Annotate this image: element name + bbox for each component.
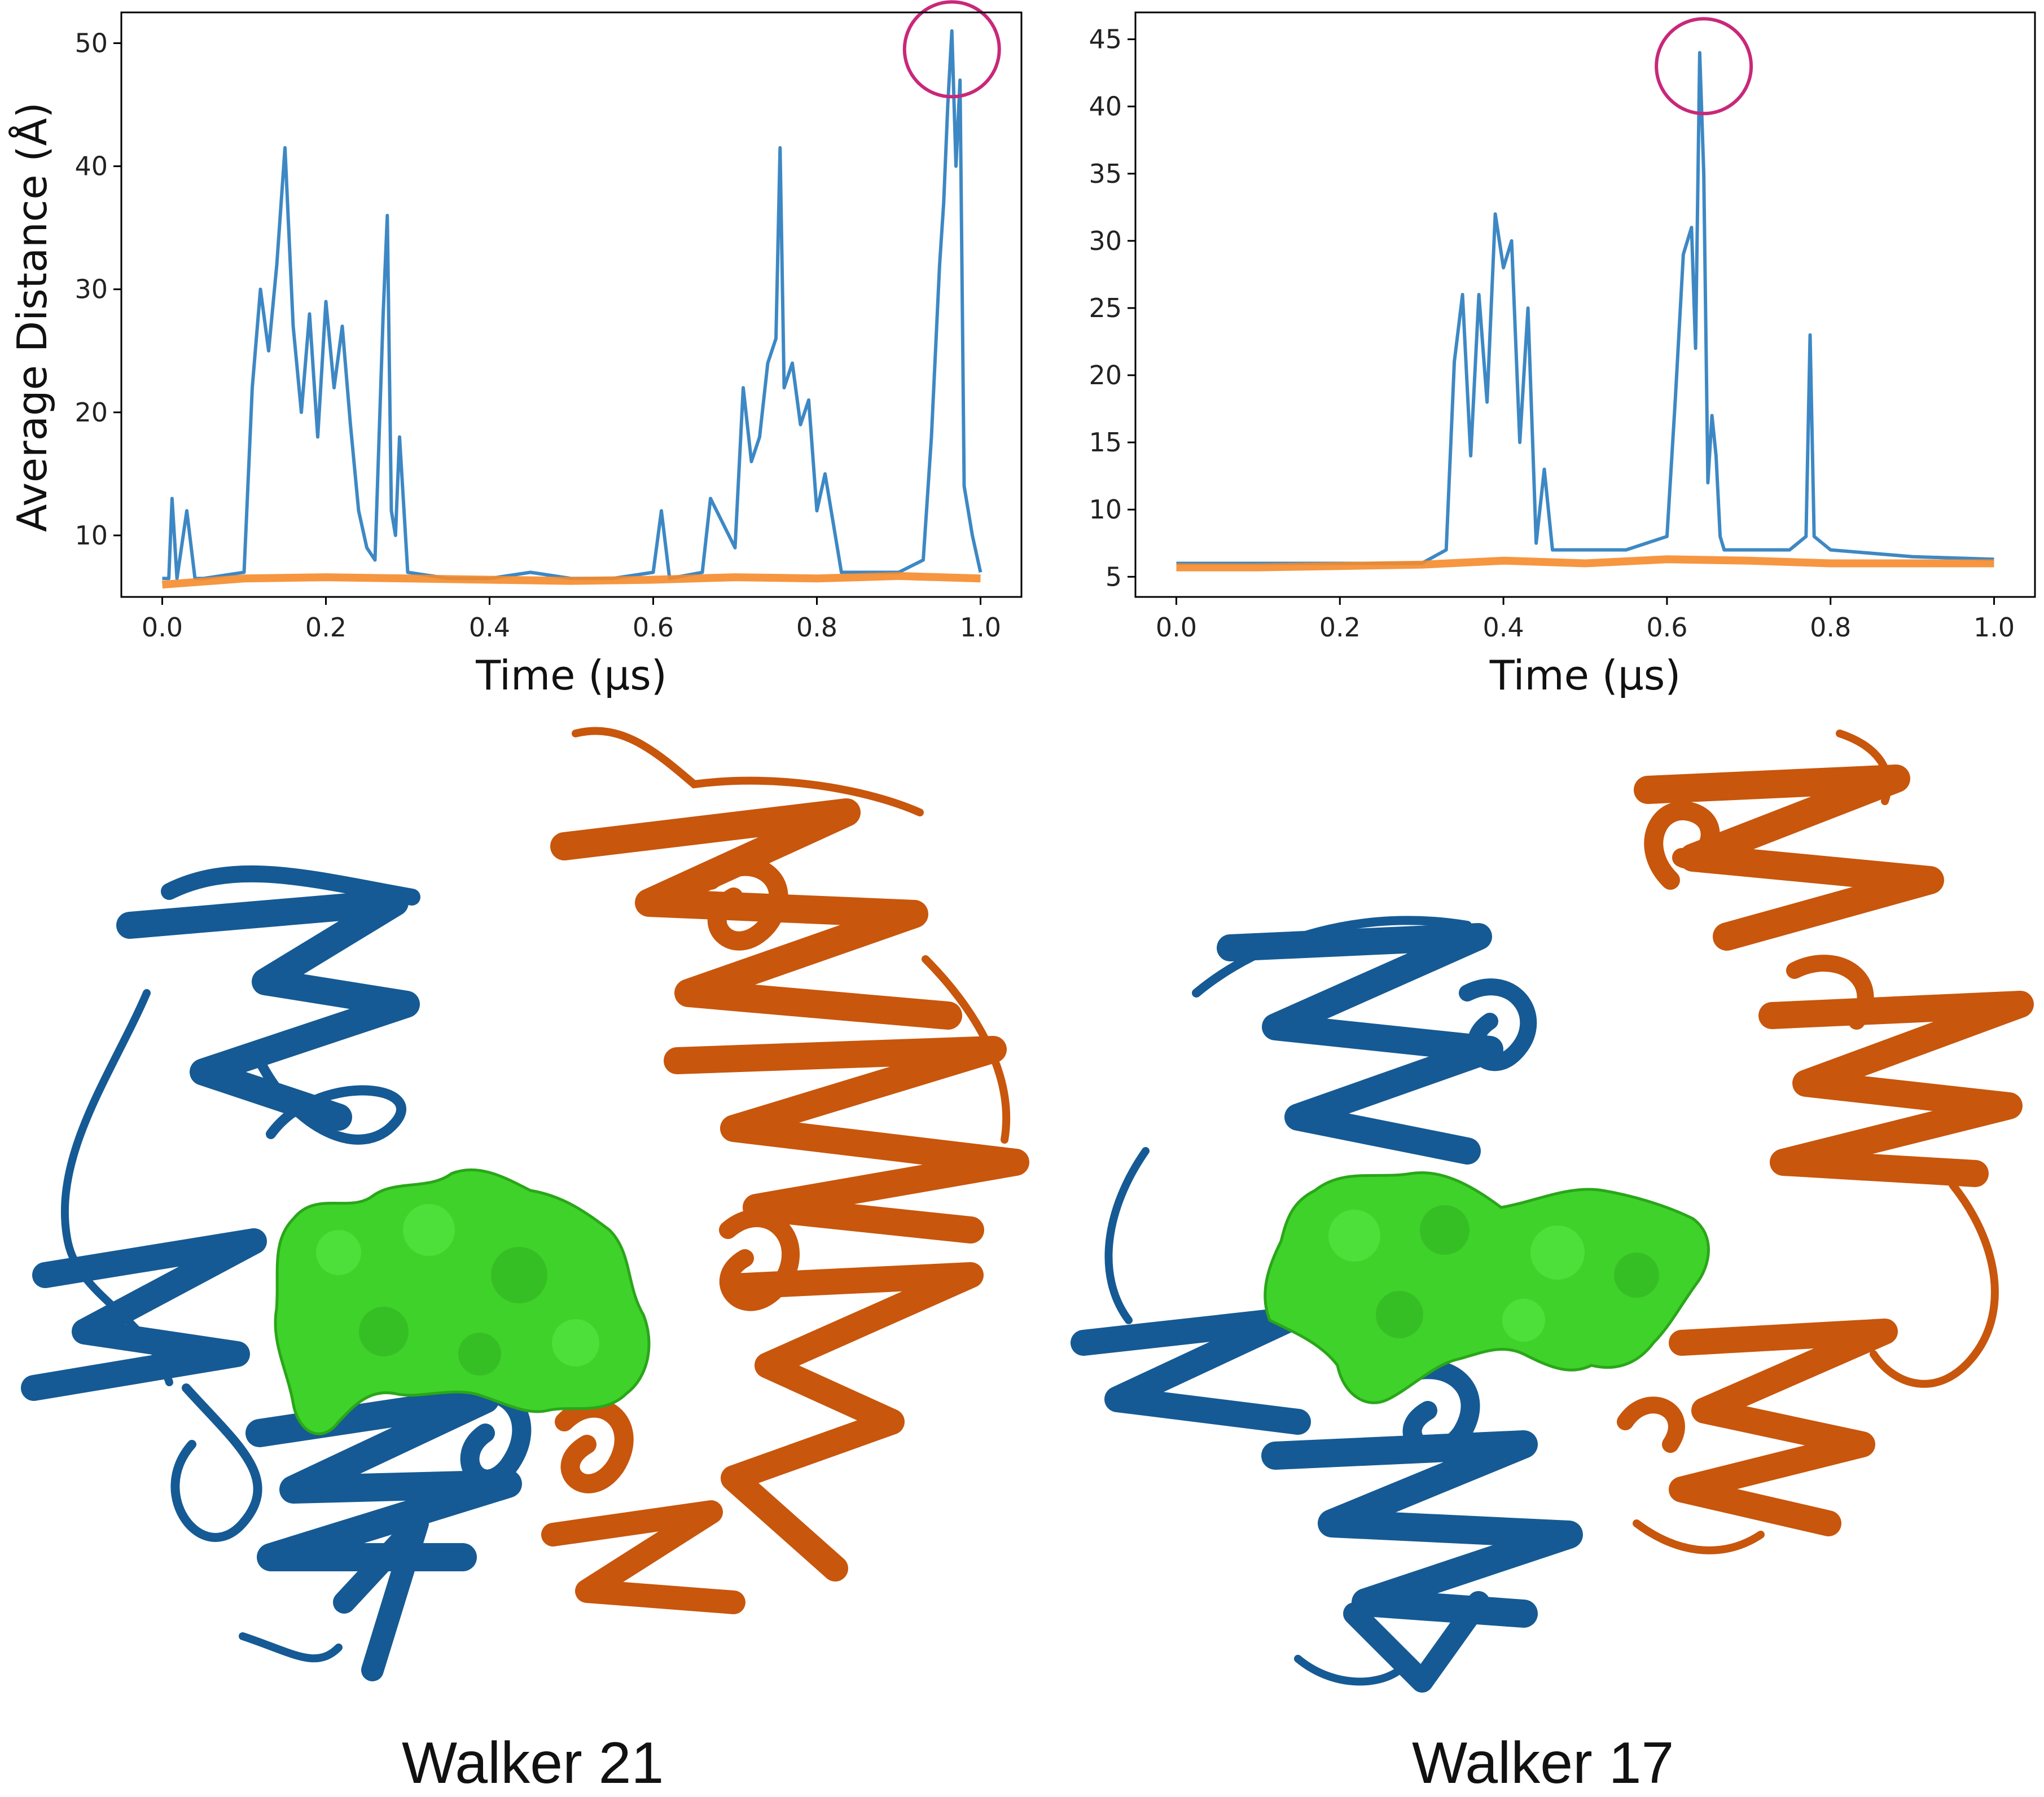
plot-frame (120, 11, 1023, 598)
chart-walker-17: 0.0 0.2 0.4 0.6 0.8 1.0 5 10 15 20 25 30 35 40 45 Time … (1089, 11, 2036, 699)
x-tick-label: 0.6 (1646, 612, 1687, 643)
highlight-circle (1655, 17, 1753, 116)
x-tick-label: 0.8 (796, 612, 837, 643)
x-tick-label: 0.2 (305, 612, 346, 643)
y-tick-label: 40 (1089, 91, 1122, 122)
y-axis-label: Average Distance (Å) (8, 102, 56, 532)
x-tick-label: 0.2 (1319, 612, 1361, 643)
blue-chain (1071, 916, 1583, 1693)
y-tick-label: 30 (74, 274, 108, 305)
caption-walker-21: Walker 21 (402, 1730, 664, 1796)
x-tick-label: 0.4 (1483, 612, 1524, 643)
y-tick-label: 30 (1089, 226, 1122, 256)
protein-structure-walker-21 (21, 727, 1029, 1681)
x-tick-label: 0.0 (1156, 612, 1197, 643)
y-tick-label: 50 (74, 28, 108, 59)
caption-walker-17: Walker 17 (1412, 1730, 1674, 1796)
series-line-0 (1176, 51, 1994, 565)
x-tick-label: 0.0 (142, 612, 183, 643)
x-tick-label: 0.8 (1810, 612, 1851, 643)
y-tick-label: 10 (74, 520, 108, 551)
y-tick-label: 40 (74, 151, 108, 182)
highlight-circle (902, 0, 1001, 99)
x-tick-label: 0.6 (633, 612, 674, 643)
series-line-1 (1176, 555, 1994, 572)
y-tick-label: 45 (1089, 24, 1122, 55)
orange-chain (1617, 730, 2034, 1554)
y-tick-label: 10 (1089, 494, 1122, 525)
orange-chain (541, 727, 1029, 1614)
x-axis-label: Time (µs) (475, 652, 667, 699)
protein-structure-walker-17 (1071, 730, 2034, 1693)
plot-frame (1134, 11, 2036, 598)
chart-walker-21: 0.0 0.2 0.4 0.6 0.8 1.0 10 20 30 40 50 Time (µs) Ave… (8, 0, 1023, 699)
y-tick-label: 20 (1089, 360, 1122, 390)
x-axis-label: Time (µs) (1489, 652, 1681, 699)
series-line-0 (162, 29, 982, 581)
blue-chain (21, 865, 532, 1681)
x-tick-label: 1.0 (1973, 612, 2015, 643)
green-ligand-surface (274, 1168, 651, 1435)
y-tick-label: 5 (1106, 561, 1122, 592)
y-tick-label: 20 (74, 397, 108, 428)
green-ligand-surface (1264, 1171, 1710, 1404)
series-line-1 (161, 572, 981, 589)
y-tick-label: 35 (1089, 159, 1122, 189)
y-tick-label: 15 (1089, 427, 1122, 458)
x-tick-label: 1.0 (960, 612, 1001, 643)
x-tick-label: 0.4 (469, 612, 510, 643)
y-tick-label: 25 (1089, 293, 1122, 323)
